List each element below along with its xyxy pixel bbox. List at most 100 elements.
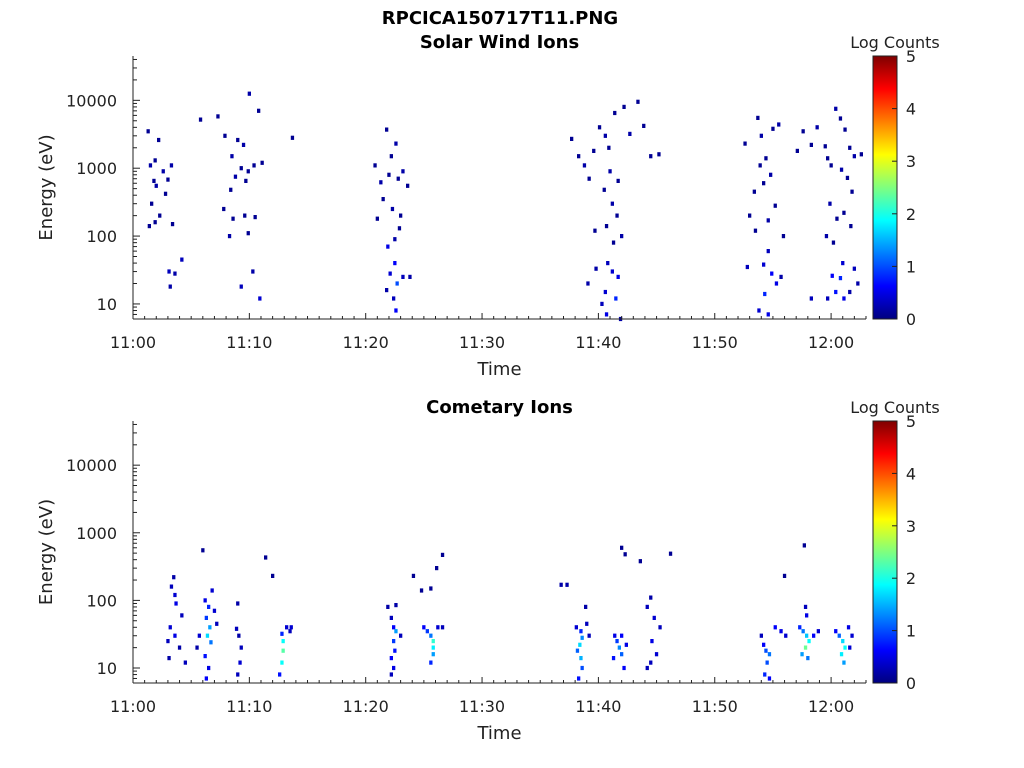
spectrogram-cell (759, 633, 763, 638)
spectrogram-cells (146, 91, 863, 322)
spectrogram-cell (668, 551, 673, 556)
spectrogram-cell (169, 163, 174, 168)
spectrogram-cells (166, 543, 854, 681)
x-tick-label: 11:00 (110, 697, 156, 716)
spectrogram-cell (636, 99, 640, 104)
spectrogram-cell (752, 189, 756, 194)
spectrogram-cell (801, 629, 805, 634)
spectrogram-cell (795, 148, 799, 153)
colorbar-tick-label: 5 (906, 47, 916, 66)
y-tick-label: 1000 (76, 159, 117, 178)
spectrogram-cell (848, 289, 852, 295)
spectrogram-cell (239, 645, 243, 650)
spectrogram-cell (628, 131, 632, 136)
y-axis-label: Energy (eV) (36, 134, 57, 240)
spectrogram-cell (435, 566, 439, 571)
x-tick-label: 11:40 (575, 333, 621, 352)
spectrogram-cell (579, 656, 583, 661)
spectrogram-cell (251, 269, 255, 274)
spectrogram-cell (845, 175, 850, 180)
spectrogram-cell (239, 166, 243, 171)
spectrogram-cell (401, 274, 405, 279)
spectrogram-cell (252, 163, 256, 168)
spectrogram-cell (856, 281, 860, 286)
spectrogram-cell (756, 115, 760, 120)
spectrogram-cell (578, 642, 582, 647)
spectrogram-cell (174, 601, 178, 606)
spectrogram-cell (842, 296, 846, 301)
spectrogram-cell (777, 122, 781, 127)
spectrogram-cell (241, 142, 246, 147)
spectrogram-cell (773, 203, 777, 208)
plot-area (133, 421, 866, 683)
spectrogram-cell (841, 639, 845, 644)
spectrogram-cell (767, 652, 772, 657)
spectrogram-cell (399, 213, 403, 218)
spectrogram-cell (850, 189, 854, 194)
spectrogram-cell (774, 281, 779, 286)
spectrogram-cell (771, 126, 775, 131)
spectrogram-cell (163, 191, 168, 196)
spectrogram-cell (587, 176, 591, 181)
spectrogram-cell (158, 213, 162, 218)
colorbar-tick-label: 0 (906, 674, 916, 693)
spectrogram-cell (148, 163, 153, 168)
spectrogram-cell (408, 274, 412, 279)
spectrogram-cell (597, 125, 602, 130)
colorbar-tick-label: 4 (906, 100, 916, 119)
spectrogram-cell (431, 639, 435, 644)
spectrogram-cell (203, 654, 207, 659)
colorbar-tick-label: 4 (906, 464, 916, 483)
spectrogram-cell (649, 595, 653, 600)
x-tick-label: 11:40 (575, 697, 621, 716)
spectrogram-cell (575, 648, 580, 653)
spectrogram-cell (180, 613, 184, 618)
spectrogram-cell (580, 635, 584, 640)
spectrogram-cell (616, 274, 620, 279)
spectrogram-cell (212, 608, 217, 613)
spectrogram-cell (611, 240, 616, 245)
spectrogram-cell (764, 156, 768, 161)
spectrogram-cell (392, 639, 396, 644)
spectrogram-cell (393, 261, 397, 266)
spectrogram-cell (238, 660, 242, 665)
x-tick-label: 11:10 (226, 333, 272, 352)
spectrogram-cell (396, 176, 400, 181)
colorbar-tick-label: 3 (906, 152, 916, 171)
spectrogram-cell (828, 201, 832, 206)
spectrogram-cell (587, 633, 591, 638)
spectrogram-cell (288, 629, 292, 634)
spectrogram-cell (559, 582, 563, 587)
solar-wind-ions-panel: Solar Wind Ions 11:00 11:10 11:20 11:30 11:40… (36, 32, 940, 380)
spectrogram-cell (843, 127, 847, 132)
spectrogram-cell (816, 629, 820, 634)
spectrogram-cell (604, 312, 609, 317)
x-tick-label: 11:00 (110, 333, 156, 352)
spectrogram-cell (201, 548, 205, 553)
spectrogram-cell (766, 312, 770, 317)
spectrogram-cell (805, 613, 809, 618)
spectrogram-cell (425, 629, 429, 634)
spectrogram-cell (757, 308, 761, 313)
spectrogram-cell (436, 625, 440, 630)
spectrogram-cell (177, 645, 182, 650)
spectrogram-cell (850, 633, 854, 638)
spectrogram-cell (169, 584, 174, 589)
panel-title: Solar Wind Ions (420, 32, 579, 53)
spectrogram-cell (848, 145, 852, 150)
spectrogram-cell (150, 201, 154, 206)
spectrogram-cell (154, 183, 158, 188)
spectrogram-cell (770, 271, 774, 276)
spectrogram-cell (806, 656, 810, 661)
spectrogram-cell (385, 288, 389, 293)
spectrogram-cell (838, 276, 843, 281)
spectrogram-cell (237, 633, 241, 638)
spectrogram-cell (610, 201, 614, 206)
spectrogram-cell (170, 222, 175, 227)
spectrogram-cell (782, 573, 787, 578)
spectrogram-cell (223, 133, 227, 138)
spectrogram-cell (801, 129, 805, 134)
spectrogram-cell (258, 296, 262, 301)
spectrogram-cell (826, 156, 830, 161)
